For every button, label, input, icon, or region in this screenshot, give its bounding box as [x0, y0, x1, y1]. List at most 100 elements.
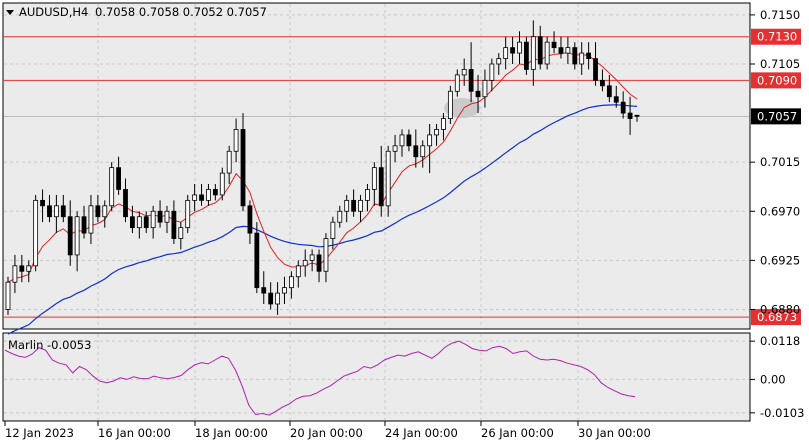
time-tick-label: 12 Jan 2023 — [5, 426, 74, 440]
bull-candle-body — [344, 199, 350, 212]
bull-candle-body — [164, 210, 170, 223]
main-plot-area[interactable] — [2, 2, 751, 330]
candle — [586, 42, 592, 70]
bull-candle-body — [288, 276, 294, 289]
bear-candle-body — [551, 41, 557, 49]
level-label: 0.7090 — [757, 73, 797, 87]
candle — [399, 129, 405, 157]
bull-candle-body — [447, 90, 453, 119]
candle — [627, 96, 633, 135]
bear-candle-body — [240, 129, 246, 207]
bull-candle-body — [219, 172, 225, 196]
bull-candle-body — [233, 129, 239, 152]
candle — [47, 194, 52, 223]
candle — [302, 249, 308, 277]
bull-candle-body — [482, 79, 488, 98]
candle — [12, 254, 18, 294]
candle — [434, 124, 439, 146]
bear-candle-body — [199, 194, 204, 201]
bear-candle-body — [81, 216, 87, 234]
candle — [143, 211, 149, 234]
bull-candle-body — [385, 150, 391, 207]
candles — [5, 20, 640, 315]
candle — [510, 36, 515, 64]
candle — [593, 42, 598, 86]
bear-candle-body — [47, 205, 52, 218]
time-tick-label: 26 Jan 00:00 — [481, 426, 554, 440]
candle — [53, 194, 59, 234]
indicator-plot-area[interactable] — [2, 332, 751, 422]
candle — [109, 162, 115, 212]
bull-candle-body — [420, 145, 426, 158]
marlin-line — [4, 340, 636, 416]
candle — [219, 167, 225, 201]
candle — [447, 85, 453, 124]
bear-candle-body — [627, 112, 633, 119]
time-tick-label: 30 Jan 00:00 — [578, 426, 651, 440]
candle — [40, 189, 45, 223]
candle — [330, 216, 336, 250]
current-price-box — [751, 108, 801, 125]
bull-candle-body — [371, 167, 377, 190]
bear-candle-body — [468, 69, 474, 92]
symbol-label: AUDUSD,H4 — [19, 5, 88, 19]
candle — [441, 113, 446, 141]
candle — [233, 118, 239, 163]
bull-candle-body — [109, 167, 115, 207]
candle — [178, 222, 184, 250]
candle — [88, 194, 94, 244]
bear-candle-body — [378, 167, 384, 207]
candle — [261, 271, 267, 304]
candle — [517, 31, 522, 64]
candle — [351, 189, 357, 217]
candle — [537, 25, 543, 70]
bear-candle-body — [406, 134, 412, 147]
bull-candle-body — [530, 36, 536, 70]
highlight-ellipse — [444, 98, 480, 118]
time-axis: 12 Jan 2023 16 Jan 00:00 18 Jan 00:00 20 Ja… — [4, 421, 651, 440]
marlin-oscillator — [4, 340, 636, 416]
collapse-triangle-icon[interactable] — [6, 10, 14, 15]
bear-candle-body — [268, 292, 274, 305]
bull-candle-body — [427, 134, 433, 147]
candle — [454, 69, 460, 97]
bull-candle-body — [150, 210, 156, 229]
time-tick-label: 18 Jan 00:00 — [195, 426, 268, 440]
candle — [212, 184, 218, 201]
candle — [60, 194, 66, 223]
bull-candle-body — [365, 189, 370, 201]
bull-candle-body — [517, 41, 522, 54]
bull-candle-body — [226, 150, 232, 174]
bear-candle-body — [600, 79, 605, 87]
candle — [413, 129, 419, 168]
candle — [530, 20, 536, 86]
bear-candle-body — [510, 47, 515, 54]
candle — [282, 276, 287, 304]
candle — [171, 200, 177, 244]
bull-candle-body — [185, 199, 191, 229]
candle — [164, 205, 170, 234]
bear-candle-body — [613, 96, 619, 103]
time-tick-label: 20 Jan 00:00 — [290, 426, 363, 440]
price-tick-label: 0.7150 — [760, 8, 800, 22]
candle — [365, 184, 370, 212]
bull-candle-body — [206, 189, 211, 201]
candle — [130, 205, 135, 234]
bull-candle-body — [579, 52, 585, 65]
bull-candle-body — [33, 199, 39, 267]
candle — [565, 36, 571, 64]
bull-candle-body — [12, 265, 18, 283]
bull-candle-body — [295, 265, 301, 278]
level-label-box — [751, 28, 801, 45]
candle — [295, 260, 301, 288]
candle — [123, 178, 128, 223]
bear-candle-body — [212, 189, 218, 196]
candle — [482, 69, 488, 108]
candle — [247, 200, 253, 244]
bear-candle-body — [593, 58, 598, 81]
candle — [254, 222, 260, 294]
bull-candle-body — [454, 74, 460, 92]
candle — [33, 194, 39, 272]
candle — [116, 156, 121, 195]
candle — [551, 31, 557, 54]
